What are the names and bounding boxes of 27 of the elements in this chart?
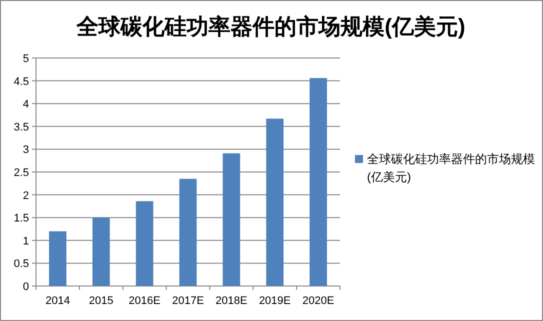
bar <box>136 201 154 286</box>
y-tick-label: 1 <box>22 235 29 248</box>
x-tick-label: 2017E <box>172 295 204 307</box>
y-tick-label: 0.5 <box>14 258 29 270</box>
bar <box>222 153 240 286</box>
legend-label: 全球碳化硅功率器件的市场规模(亿美元) <box>367 152 535 184</box>
y-tick-label: 0 <box>22 281 29 293</box>
x-tick-label: 2020E <box>302 295 334 307</box>
x-tick-label: 2015 <box>88 295 114 307</box>
x-tick-label: 2019E <box>258 295 291 307</box>
y-tick-label: 4.5 <box>14 76 29 88</box>
y-tick-label: 3 <box>22 144 29 156</box>
y-tick-label: 3.5 <box>14 121 29 134</box>
bar <box>92 218 110 286</box>
y-tick-label: 2.5 <box>14 167 29 179</box>
chart-title: 全球碳化硅功率器件的市场规模(亿美元) <box>76 14 466 39</box>
x-tick-label: 2016E <box>128 295 160 307</box>
y-tick-label: 2 <box>22 190 29 202</box>
y-tick-label: 1.5 <box>14 212 29 225</box>
y-tick-label: 4 <box>22 98 29 111</box>
x-tick-label: 2014 <box>45 295 70 307</box>
bar <box>179 178 197 286</box>
bar <box>266 118 284 286</box>
bar <box>49 231 66 286</box>
bar <box>310 78 327 286</box>
x-tick-label: 2018E <box>216 295 248 307</box>
y-tick-label: 5 <box>22 53 29 65</box>
